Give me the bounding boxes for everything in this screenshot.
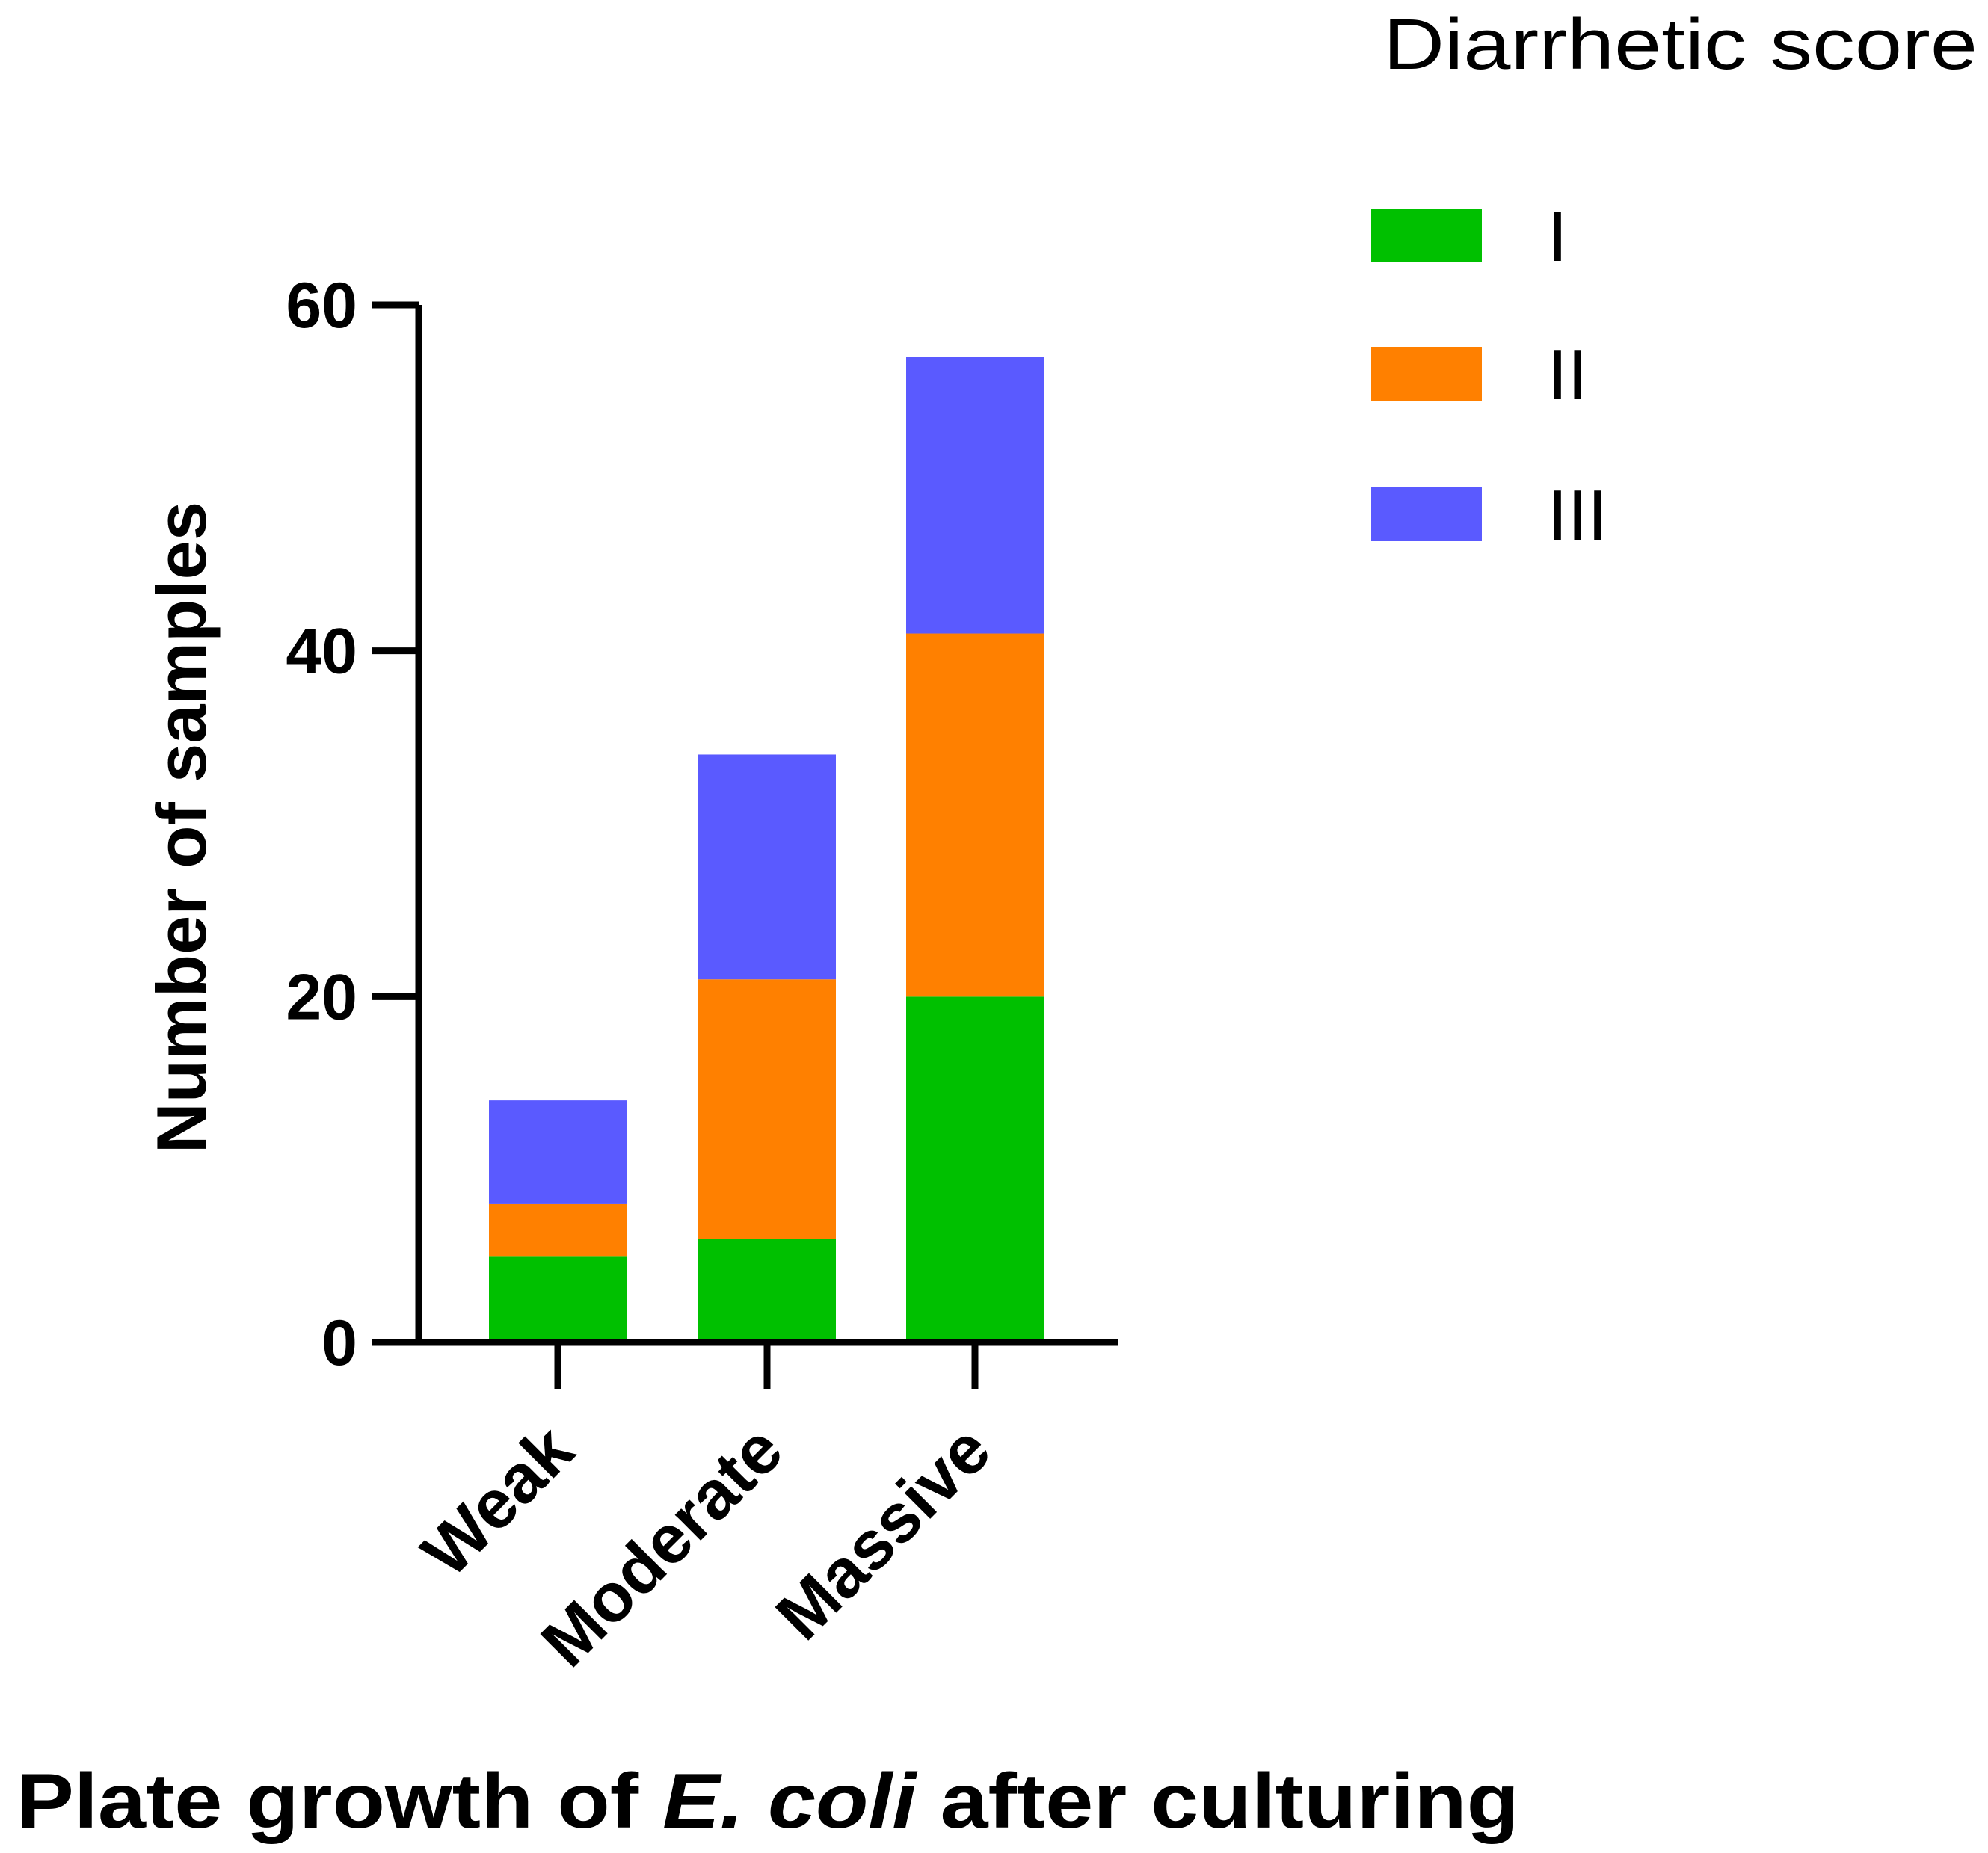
y-axis-title: Number of samples <box>142 502 221 1153</box>
x-axis-title: Plate growth of E. coli after culturing <box>16 1758 1519 1845</box>
x-axis-title-italic: E. coli <box>662 1758 918 1845</box>
legend-swatch-i <box>1371 209 1482 262</box>
bar-massive-ii <box>906 633 1044 997</box>
bar-moderate-iii <box>698 754 836 980</box>
legend-swatch-ii <box>1371 347 1482 401</box>
bars-group <box>489 357 1044 1342</box>
bar-moderate-i <box>698 1239 836 1342</box>
legend-title: Diarrhetic score <box>1383 4 1978 84</box>
bar-moderate-ii <box>698 979 836 1239</box>
legend-label-iii: III <box>1548 475 1607 555</box>
legend-label-ii: II <box>1548 335 1587 415</box>
bar-massive-i <box>906 996 1044 1342</box>
y-tick-label-60: 60 <box>286 270 357 342</box>
bar-weak-iii <box>489 1100 627 1204</box>
bar-weak-i <box>489 1256 627 1342</box>
y-tick-label-0: 0 <box>321 1307 357 1379</box>
y-tick-label-20: 20 <box>286 961 357 1033</box>
legend-label-i: I <box>1548 197 1568 277</box>
bar-weak-ii <box>489 1203 627 1257</box>
x-axis-title-prefix: Plate growth of <box>16 1758 662 1845</box>
legend-swatch-iii <box>1371 487 1482 541</box>
y-ticks-group: 0 20 40 60 <box>286 270 419 1379</box>
x-tick-label-weak: Weak <box>407 1410 588 1591</box>
bar-massive-iii <box>906 357 1044 634</box>
y-tick-label-40: 40 <box>286 616 357 688</box>
x-axis-title-suffix: after culturing <box>916 1758 1519 1845</box>
x-tick-label-massive: Massive <box>762 1411 1005 1654</box>
